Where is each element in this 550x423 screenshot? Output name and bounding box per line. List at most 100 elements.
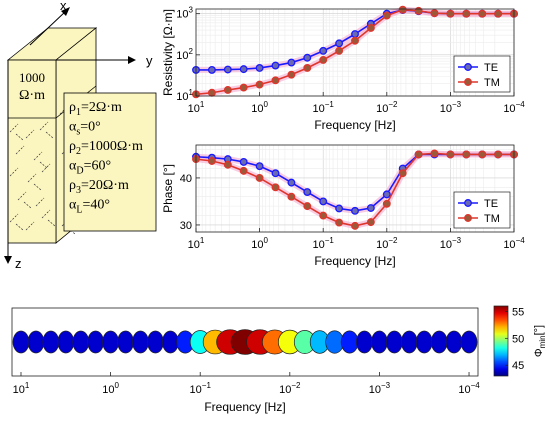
- x-tick-label: 10−3: [440, 100, 462, 115]
- phi-ellipse: [400, 330, 418, 354]
- top-layer-value: 1000: [19, 70, 45, 85]
- plot-frame: [195, 8, 515, 97]
- phi-ellipse: [42, 330, 60, 354]
- point-TE: [239, 157, 248, 166]
- x-tick-label: 10−3: [440, 236, 462, 251]
- hatch-mark: [23, 201, 32, 209]
- point-TE: [303, 188, 312, 196]
- hatch-mark: [33, 151, 43, 161]
- legend-marker-TM: [464, 78, 472, 86]
- hatch-mark: [39, 121, 49, 131]
- x-tick-label: 10−4: [503, 236, 525, 251]
- x-tick-label: 10−1: [190, 381, 212, 396]
- point-TM: [351, 221, 359, 230]
- x-tick-label: 100: [102, 381, 119, 396]
- hatch-mark: [9, 213, 19, 223]
- y-tick-label: 101: [176, 88, 193, 103]
- x-tick-label: 100: [251, 236, 268, 251]
- phi-ellipse: [386, 330, 403, 354]
- phi-ellipse: [371, 330, 388, 354]
- phi-ellipse: [430, 330, 448, 354]
- x-tick-label: 101: [188, 100, 205, 115]
- colorbar: [493, 305, 509, 377]
- hatch-mark: [9, 123, 19, 133]
- point-TE: [303, 53, 312, 62]
- phi-ellipse: [102, 330, 119, 354]
- hatch-mark: [61, 145, 71, 155]
- y-tick-label: 40: [180, 173, 192, 185]
- point-TE: [255, 64, 264, 72]
- point-TM: [303, 64, 312, 72]
- point-TM: [414, 6, 423, 15]
- point-TM: [462, 150, 471, 159]
- y-tick-label: 30: [180, 220, 192, 232]
- phi-ellipse: [57, 330, 75, 354]
- point-TM: [239, 83, 248, 92]
- point-TE: [335, 39, 344, 48]
- point-TM: [446, 9, 455, 18]
- phi-ellipse: [415, 330, 433, 354]
- z-arrow-head: [4, 256, 12, 264]
- hatch-mark: [61, 217, 71, 227]
- point-TM: [287, 192, 296, 201]
- x-axis-label: Frequency [Hz]: [314, 118, 395, 132]
- x-tick-label: 10−2: [279, 381, 301, 396]
- point-TM: [271, 76, 280, 85]
- point-TM: [430, 149, 439, 158]
- point-TE: [351, 30, 359, 39]
- hatch-mark: [15, 133, 24, 141]
- colorbar-tick-label: 50: [512, 333, 524, 345]
- axis-z-label: z: [15, 256, 22, 271]
- point-TE: [287, 178, 296, 187]
- legend-label-TE: TE: [484, 198, 498, 210]
- phi-min-chart: 101 100 10−1 10−2 10−3 10−4 Frequency [Hz] 45 50…: [11, 305, 547, 414]
- point-TM: [366, 24, 375, 32]
- legend-box: [453, 191, 511, 229]
- point-TM: [494, 150, 503, 159]
- x-tick-label: 10−4: [503, 100, 525, 115]
- legend-marker-TE: [464, 199, 472, 207]
- x-tick-label: 10−2: [376, 100, 398, 115]
- point-TE: [351, 206, 359, 215]
- x-tick-label: 101: [188, 236, 205, 251]
- point-TM: [478, 9, 487, 18]
- strip-frame: [11, 307, 479, 377]
- colorbar-tick-label: 45: [512, 360, 524, 372]
- phi-ellipse: [72, 330, 90, 354]
- resistivity-chart: 101 100 10−1 10−2 10−3 10−4 101 102 103 Frequency…: [161, 6, 525, 132]
- block-front-face: [7, 59, 57, 244]
- point-TM: [255, 173, 264, 182]
- hatch-mark: [41, 163, 51, 173]
- point-TM: [255, 80, 264, 89]
- point-TE: [366, 204, 375, 212]
- plot-frame: [195, 144, 515, 233]
- point-TE: [271, 61, 280, 70]
- point-TM: [303, 202, 312, 211]
- phi-ellipse: [132, 330, 149, 354]
- hatch-mark: [45, 131, 54, 139]
- x-tick-label: 10−4: [458, 381, 480, 396]
- phi-ellipse: [162, 330, 179, 354]
- x-axis-label: Frequency [Hz]: [204, 400, 285, 414]
- point-TE: [223, 65, 232, 74]
- x-tick-label: 100: [251, 100, 268, 115]
- point-TM: [462, 9, 471, 18]
- point-TE: [335, 204, 344, 213]
- point-TM: [223, 160, 232, 169]
- x-tick-label: 10−1: [313, 236, 335, 251]
- x-tick-label: 10−2: [376, 236, 398, 251]
- point-TM: [478, 150, 487, 159]
- colorbar-label: Φmin[°]: [533, 325, 547, 357]
- hatch-mark: [25, 221, 35, 231]
- point-TE: [239, 65, 248, 74]
- axis-x-label: x: [60, 0, 67, 13]
- point-TM: [446, 150, 455, 159]
- point-TM: [382, 11, 391, 20]
- point-TM: [271, 183, 280, 192]
- hatch-mark: [59, 105, 69, 115]
- legend-label-TE: TE: [484, 62, 498, 74]
- point-TE: [255, 162, 264, 171]
- phi-ellipse: [460, 330, 478, 354]
- y-axis-label: Resistivity [Ω·m]: [161, 9, 175, 96]
